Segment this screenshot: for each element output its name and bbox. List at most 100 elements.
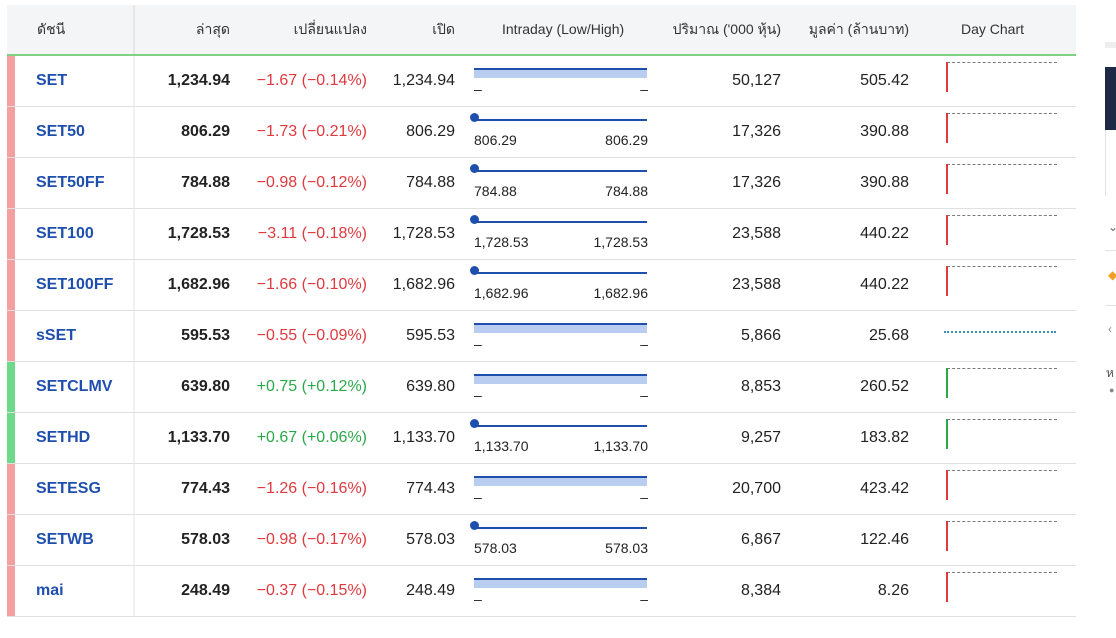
col-header-volume[interactable]: ปริมาณ ('000 หุ้น) — [672, 21, 781, 37]
table-row[interactable]: SETCLMV 639.80 +0.75 (+0.12%) 639.80– –8,853… — [7, 362, 1076, 413]
day-chart[interactable] — [944, 470, 1057, 500]
intraday-marker — [470, 266, 479, 275]
table-row[interactable]: sSET 595.53 −0.55 (−0.09%) 595.53– –5,866 25.… — [7, 311, 1076, 362]
index-name-link[interactable]: SET50 — [36, 123, 85, 140]
column-divider — [133, 464, 135, 514]
trend-indicator-bar — [7, 158, 15, 208]
day-chart[interactable] — [944, 164, 1057, 194]
triangle-left-icon[interactable]: ◆ — [1108, 268, 1116, 282]
trend-indicator-bar — [7, 515, 15, 565]
day-chart-line — [946, 113, 948, 143]
table-row[interactable]: mai 248.49 −0.37 (−0.15%) 248.49– –8,384 8.26 — [7, 566, 1076, 617]
index-name-link[interactable]: sSET — [36, 327, 77, 344]
trade-value: 390.88 — [860, 174, 909, 191]
last-price: 595.53 — [181, 327, 230, 344]
trend-indicator-bar — [7, 209, 15, 259]
volume-value: 8,853 — [740, 378, 781, 395]
day-chart[interactable] — [944, 572, 1057, 602]
table-row[interactable]: SET50FF 784.88 −0.98 (−0.12%) 784.88 784.88 7… — [7, 158, 1076, 209]
intraday-range: 1,728.53 1,728.53 — [470, 209, 648, 259]
last-price: 806.29 — [181, 123, 230, 140]
trade-value: 423.42 — [860, 480, 909, 497]
open-price: 774.43 — [406, 480, 455, 497]
intraday-high: – — [640, 591, 648, 607]
chevron-left-icon[interactable]: ‹ — [1108, 322, 1112, 336]
intraday-range-track — [474, 221, 647, 223]
intraday-range-fill — [474, 478, 647, 486]
intraday-low: 806.29 — [474, 132, 517, 148]
price-change: +0.75 (+0.12%) — [256, 378, 367, 395]
index-name-link[interactable]: SETHD — [36, 429, 91, 446]
column-divider — [133, 209, 135, 259]
chevron-down-icon[interactable]: ⌄ — [1108, 220, 1116, 234]
price-change: +0.67 (+0.06%) — [256, 429, 367, 446]
col-header-value[interactable]: มูลค่า (ล้านบาท) — [808, 21, 909, 37]
col-header-index[interactable]: ดัชนี — [37, 21, 66, 37]
trade-value: 440.22 — [860, 276, 909, 293]
trade-value: 390.88 — [860, 123, 909, 140]
intraday-low: – — [474, 489, 482, 505]
intraday-range-track — [474, 425, 647, 427]
day-chart[interactable] — [944, 113, 1057, 143]
intraday-range: – – — [473, 362, 648, 412]
price-change: −1.67 (−0.14%) — [256, 72, 367, 89]
intraday-marker — [470, 521, 479, 530]
intraday-high: 1,682.96 — [593, 285, 649, 301]
index-name-link[interactable]: mai — [36, 582, 64, 599]
day-chart[interactable] — [944, 521, 1057, 551]
intraday-range: – – — [473, 311, 648, 361]
price-change: −3.11 (−0.18%) — [257, 225, 367, 242]
trade-value: 260.52 — [860, 378, 909, 395]
price-change: −0.98 (−0.12%) — [256, 174, 367, 191]
table-row[interactable]: SET100 1,728.53 −3.11 (−0.18%) 1,728.53 1,72… — [7, 209, 1076, 260]
intraday-low: 578.03 — [474, 540, 517, 556]
day-chart[interactable] — [944, 215, 1057, 245]
intraday-high: 1,133.70 — [593, 438, 649, 454]
side-banner[interactable] — [1105, 67, 1116, 130]
table-row[interactable]: SET100FF 1,682.96 −1.66 (−0.10%) 1,682.96 1,… — [7, 260, 1076, 311]
side-divider — [1105, 305, 1116, 306]
side-border — [1105, 130, 1106, 196]
index-name-link[interactable]: SETESG — [36, 480, 101, 497]
table-row[interactable]: SETHD 1,133.70 +0.67 (+0.06%) 1,133.70 1,133… — [7, 413, 1076, 464]
volume-value: 9,257 — [740, 429, 781, 446]
table-row[interactable]: SETESG 774.43 −1.26 (−0.16%) 774.43– –20,700… — [7, 464, 1076, 515]
table-row[interactable]: SET50 806.29 −1.73 (−0.21%) 806.29 806.29 806… — [7, 107, 1076, 158]
day-chart[interactable] — [944, 266, 1057, 296]
day-chart-line — [946, 62, 948, 92]
intraday-range-track — [474, 476, 647, 478]
table-row[interactable]: SETWB 578.03 −0.98 (−0.17%) 578.03 578.03 578… — [7, 515, 1076, 566]
day-chart-line — [946, 470, 948, 500]
price-change: −1.66 (−0.10%) — [256, 276, 367, 293]
day-chart[interactable] — [944, 419, 1057, 449]
index-name-link[interactable]: SET100 — [36, 225, 94, 242]
col-header-open[interactable]: เปิด — [432, 21, 455, 37]
day-chart-line — [946, 215, 948, 245]
index-name-link[interactable]: SETCLMV — [36, 378, 113, 395]
day-chart-baseline — [947, 470, 1057, 471]
col-header-intraday[interactable]: Intraday (Low/High) — [502, 21, 625, 37]
index-name-link[interactable]: SET100FF — [36, 276, 114, 293]
index-table: ดัชนี ล่าสุด เปลี่ยนแปลง เปิด Intraday (… — [7, 5, 1076, 617]
day-chart[interactable] — [944, 317, 1057, 347]
table-row[interactable]: SET 1,234.94 −1.67 (−0.14%) 1,234.94– –50,12… — [7, 56, 1076, 107]
column-divider — [133, 158, 135, 208]
index-name-link[interactable]: SETWB — [36, 531, 94, 548]
day-chart[interactable] — [944, 62, 1057, 92]
day-chart-line — [946, 368, 948, 398]
day-chart-baseline — [947, 572, 1057, 573]
intraday-marker — [470, 113, 479, 122]
index-name-link[interactable]: SET — [36, 72, 68, 89]
day-chart-baseline — [947, 215, 1057, 216]
intraday-high: – — [640, 489, 648, 505]
side-divider — [1105, 250, 1116, 251]
intraday-range: 806.29 806.29 — [470, 107, 648, 157]
col-header-change[interactable]: เปลี่ยนแปลง — [293, 21, 367, 37]
column-divider — [133, 107, 135, 157]
col-header-last[interactable]: ล่าสุด — [195, 21, 230, 37]
intraday-range: 1,682.96 1,682.96 — [470, 260, 649, 310]
day-chart[interactable] — [944, 368, 1057, 398]
bullet-icon: ● — [1109, 385, 1115, 395]
index-name-link[interactable]: SET50FF — [36, 174, 105, 191]
last-price: 774.43 — [181, 480, 230, 497]
